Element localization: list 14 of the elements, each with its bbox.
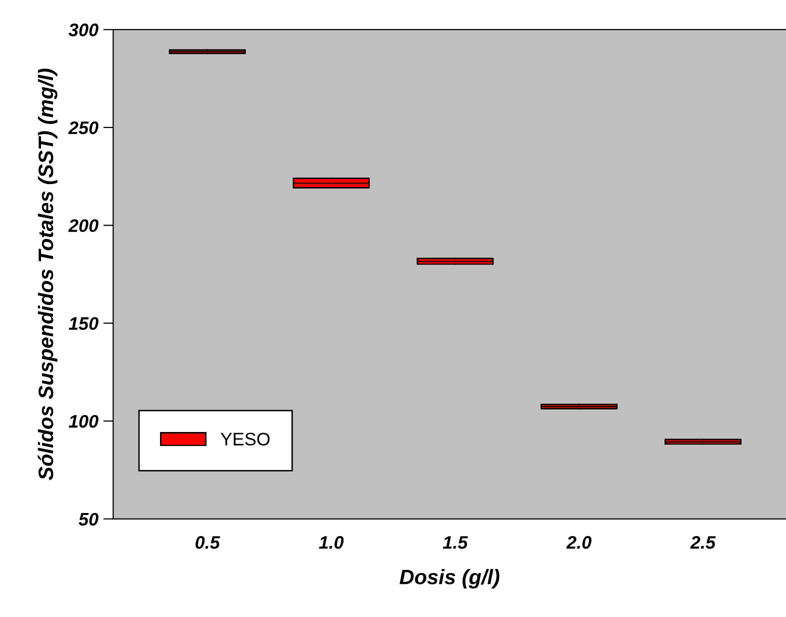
y-tick-label: 150 [68, 317, 98, 330]
x-tick-label: 1.5 [442, 536, 468, 549]
x-tick-label: 1.0 [319, 536, 344, 549]
y-tick-label: 50 [78, 512, 98, 526]
legend-label: YESO [220, 432, 270, 446]
y-tick-label: 100 [68, 414, 98, 428]
y-tick-label: 250 [68, 121, 98, 134]
x-axis-title: Dosis (g/l) [400, 569, 500, 588]
y-axis-title: Sólidos Suspendidos Totales (SST) (mg/l) [38, 68, 58, 480]
x-tick-label: 2.0 [566, 536, 592, 549]
x-tick-label: 2.5 [690, 536, 716, 549]
y-tick-label: 300 [68, 24, 98, 36]
y-tick-label: 200 [68, 219, 98, 232]
x-tick-label: 0.5 [196, 536, 220, 549]
